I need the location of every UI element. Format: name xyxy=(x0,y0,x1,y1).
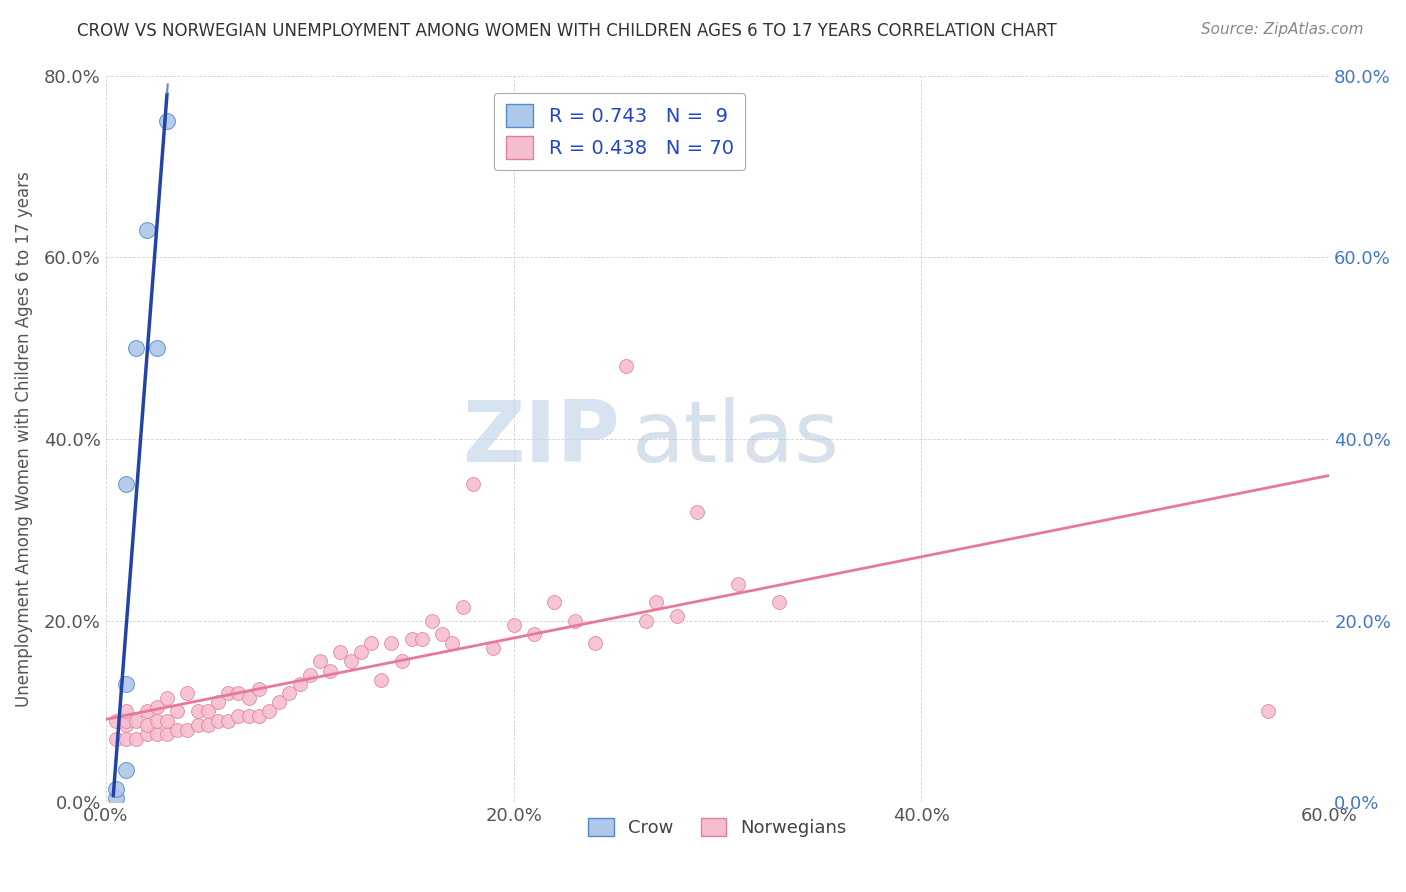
Text: ZIP: ZIP xyxy=(463,398,620,481)
Point xyxy=(238,709,260,723)
Point xyxy=(146,341,169,355)
Point xyxy=(135,718,157,732)
Point xyxy=(278,686,301,700)
Point xyxy=(156,727,179,741)
Point xyxy=(115,714,138,728)
Point xyxy=(257,705,280,719)
Text: Source: ZipAtlas.com: Source: ZipAtlas.com xyxy=(1201,22,1364,37)
Point xyxy=(105,790,128,805)
Point xyxy=(187,718,209,732)
Point xyxy=(125,714,148,728)
Legend: Crow, Norwegians: Crow, Norwegians xyxy=(581,810,853,844)
Point xyxy=(583,636,606,650)
Point xyxy=(380,636,402,650)
Point xyxy=(115,705,138,719)
Point xyxy=(146,699,169,714)
Point xyxy=(309,655,332,669)
Point xyxy=(665,609,688,624)
Point xyxy=(461,477,484,491)
Point xyxy=(166,705,188,719)
Point xyxy=(135,727,157,741)
Point xyxy=(176,723,198,737)
Point xyxy=(370,673,392,687)
Point xyxy=(298,668,321,682)
Point xyxy=(247,709,270,723)
Point xyxy=(686,505,709,519)
Point xyxy=(420,614,443,628)
Point xyxy=(1257,705,1279,719)
Point xyxy=(217,714,239,728)
Point xyxy=(217,686,239,700)
Point xyxy=(115,731,138,746)
Point xyxy=(115,718,138,732)
Point xyxy=(339,655,361,669)
Point xyxy=(288,677,311,691)
Point xyxy=(146,714,169,728)
Point xyxy=(135,223,157,237)
Point xyxy=(247,681,270,696)
Point xyxy=(105,731,128,746)
Point xyxy=(146,727,169,741)
Point xyxy=(207,695,229,709)
Point xyxy=(768,595,790,609)
Point xyxy=(360,636,382,650)
Point xyxy=(432,627,454,641)
Point xyxy=(197,718,219,732)
Point xyxy=(502,618,524,632)
Point xyxy=(441,636,464,650)
Point xyxy=(482,640,505,655)
Point xyxy=(564,614,586,628)
Point xyxy=(269,695,291,709)
Point xyxy=(411,632,433,646)
Point xyxy=(166,723,188,737)
Point xyxy=(135,705,157,719)
Point xyxy=(645,595,668,609)
Point xyxy=(727,577,749,591)
Point xyxy=(391,655,413,669)
Point xyxy=(176,686,198,700)
Point xyxy=(238,690,260,705)
Y-axis label: Unemployment Among Women with Children Ages 6 to 17 years: Unemployment Among Women with Children A… xyxy=(15,171,32,706)
Point xyxy=(105,714,128,728)
Point xyxy=(543,595,565,609)
Point xyxy=(350,645,373,659)
Point xyxy=(614,359,637,374)
Point xyxy=(115,477,138,491)
Point xyxy=(228,709,250,723)
Text: CROW VS NORWEGIAN UNEMPLOYMENT AMONG WOMEN WITH CHILDREN AGES 6 TO 17 YEARS CORR: CROW VS NORWEGIAN UNEMPLOYMENT AMONG WOM… xyxy=(77,22,1057,40)
Point xyxy=(207,714,229,728)
Point xyxy=(401,632,423,646)
Point xyxy=(329,645,352,659)
Point xyxy=(156,114,179,128)
Point xyxy=(125,341,148,355)
Point xyxy=(156,714,179,728)
Point xyxy=(187,705,209,719)
Point xyxy=(115,764,138,778)
Point xyxy=(115,677,138,691)
Point xyxy=(523,627,546,641)
Point xyxy=(125,731,148,746)
Point xyxy=(636,614,658,628)
Point xyxy=(319,664,342,678)
Point xyxy=(156,690,179,705)
Point xyxy=(105,781,128,796)
Text: atlas: atlas xyxy=(631,398,839,481)
Point xyxy=(228,686,250,700)
Point xyxy=(197,705,219,719)
Point xyxy=(451,599,474,614)
